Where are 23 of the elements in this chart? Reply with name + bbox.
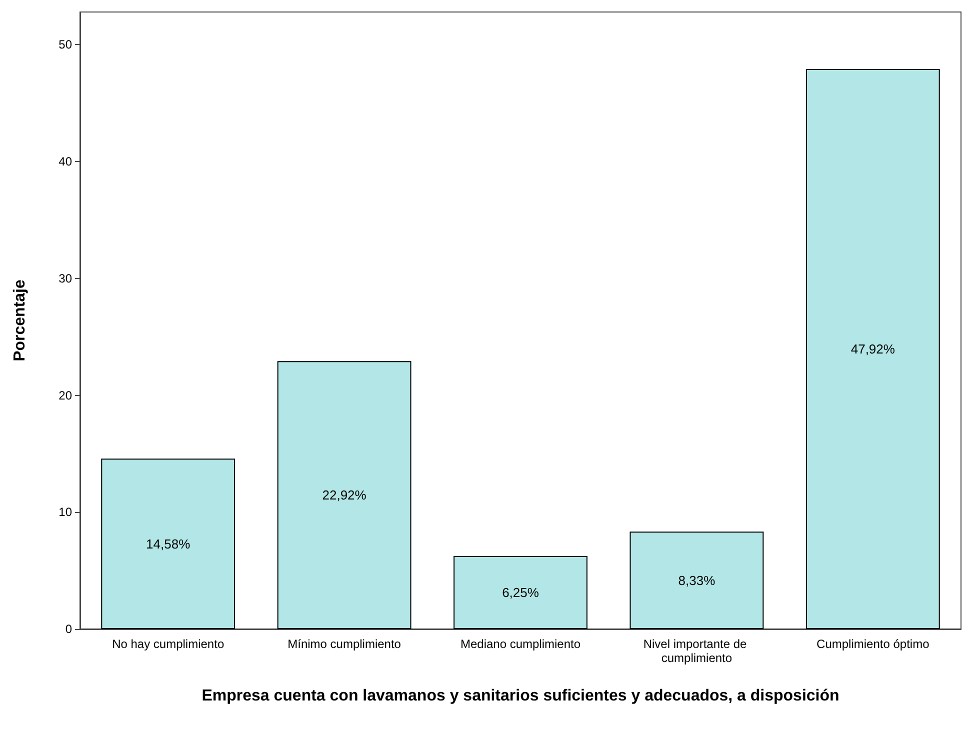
data-label: 14,58% — [146, 536, 191, 552]
y-tick-label: 50 — [58, 38, 72, 52]
y-axis-title: Porcentaje — [12, 279, 28, 362]
x-tick-label: Cumplimiento óptimo — [816, 637, 930, 651]
data-label: 6,25% — [502, 584, 540, 600]
y-tick-label: 30 — [58, 271, 72, 286]
x-tick-label: Nivel importante de cumplimiento — [643, 637, 750, 665]
bar — [277, 361, 412, 629]
data-label: 47,92% — [850, 342, 896, 357]
x-tick-label: No hay cumplimiento — [112, 637, 224, 651]
y-tick-label: 0 — [65, 622, 72, 636]
y-tick-label: 40 — [58, 154, 72, 169]
x-tick-label: Mínimo cumplimiento — [288, 637, 402, 651]
x-tick-label: Mediano cumplimiento — [460, 637, 581, 651]
data-label: 22,92% — [322, 488, 367, 503]
y-tick-label: 20 — [58, 388, 72, 402]
x-axis-title: Empresa cuenta con lavamanos y sanitarios suficientes y adecuados, a disposición — [202, 688, 840, 704]
bar — [101, 458, 236, 629]
bar — [454, 556, 588, 629]
bar — [630, 532, 764, 629]
data-label: 8,33% — [678, 572, 716, 588]
bar — [806, 69, 940, 629]
y-tick-label: 10 — [58, 505, 72, 520]
